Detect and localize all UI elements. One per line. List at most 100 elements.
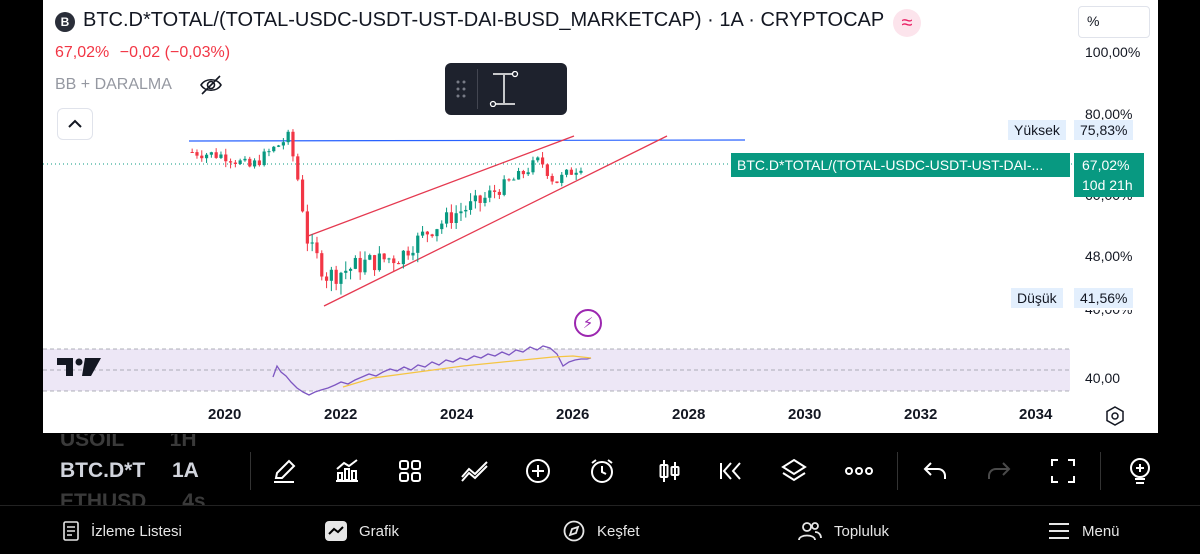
compass-icon [563,520,585,542]
layers-icon [781,458,807,482]
interval-button[interactable]: 1A [172,459,199,482]
candle-body [444,212,449,224]
grid-icon [399,460,421,482]
channel-upper-line [307,135,575,237]
bottom-nav-divider [0,505,1200,506]
candle-body [315,242,319,254]
layers-button[interactable] [777,454,811,488]
year-2020: 2020 [208,406,242,423]
scale-label-48: 48,00% [1085,248,1133,264]
candle-body [564,169,569,175]
candle-body [507,179,511,181]
chart-panel[interactable]: B BTC.D*TOTAL/(TOTAL-USDC-USDT-UST-DAI-B… [43,0,1158,433]
candle-body [372,255,377,271]
candle-body [286,131,290,143]
candle-body [545,164,549,176]
chart-settings-icon[interactable] [1104,405,1126,427]
year-2022: 2022 [324,406,358,423]
nav-watchlist[interactable]: İzleme Listesi [63,518,182,544]
candle-body [540,157,545,165]
watch-bg-symbol-1-name: USOIL [60,428,124,451]
current-price-tag: 67,02% 10d 21h [1074,153,1144,197]
alert-button[interactable] [585,454,619,488]
drag-handle-icon[interactable] [455,79,467,99]
candle-body [344,270,348,273]
wave-icon[interactable]: ≈ [893,9,921,37]
candle-body [488,190,492,198]
nav-chart[interactable]: Grafik [325,518,399,544]
price-chart-canvas[interactable] [43,0,1158,433]
year-2026: 2026 [556,406,590,423]
replay-button[interactable] [714,454,748,488]
nav-explore[interactable]: Keşfet [563,518,640,544]
compare-button[interactable] [458,454,492,488]
year-2032: 2032 [904,406,938,423]
candle-body [406,250,410,256]
chevron-up-icon [68,119,82,128]
nav-community-label: Topluluk [834,522,890,540]
nav-explore-label: Keşfet [597,522,640,540]
nav-menu-label: Menü [1082,522,1120,540]
chart-type-button[interactable] [652,454,686,488]
candle-body [339,272,343,284]
year-2030: 2030 [788,406,822,423]
percent-scale-button[interactable]: % [1078,6,1150,38]
more-button[interactable] [842,454,876,488]
candle-body [200,155,204,159]
candle-body [329,269,333,281]
date-price-range-icon[interactable] [487,71,521,107]
year-2028: 2028 [672,406,706,423]
candle-body [396,263,401,265]
candle-body [526,172,530,175]
nav-community[interactable]: Topluluk [798,518,889,544]
candle-body [468,201,473,210]
templates-button[interactable] [393,454,427,488]
candle-body [368,255,372,260]
year-2034: 2034 [1019,406,1053,423]
chart-bars-icon [336,459,358,482]
indicator-label[interactable]: BB + DARALMA [55,76,172,93]
add-button[interactable] [521,454,555,488]
hamburger-icon [1049,523,1069,539]
candle-body [492,190,497,192]
candle-body [204,154,209,159]
candle-body [248,158,252,167]
current-symbol[interactable]: BTC.D*T [60,459,145,483]
candle-body [334,269,338,284]
chart-title[interactable]: BTC.D*TOTAL/(TOTAL-USDC-USDT-UST-DAI-BUS… [83,9,885,31]
ideas-button[interactable] [1123,454,1157,488]
undo-button[interactable] [918,454,952,488]
candle-body [550,175,554,182]
candle-body [464,209,468,212]
tradingview-logo [57,358,101,376]
rsi-line [272,345,592,396]
collapse-button[interactable] [57,108,93,140]
candle-body [209,152,213,155]
draw-tool-button[interactable] [267,454,301,488]
nav-menu[interactable]: Menü [1048,518,1120,544]
pencil-icon [274,459,296,483]
candle-body [228,161,233,163]
indicators-button[interactable] [330,454,364,488]
watch-bg-symbol-1: USOIL 1H [60,428,197,452]
current-price-value: 67,02% [1082,157,1130,173]
candle-body [387,258,391,260]
eye-hidden-icon[interactable] [198,72,224,98]
drawing-tool-popup[interactable] [445,63,567,115]
candle-body [440,223,444,230]
candle-body [252,160,257,167]
candle-body [555,181,559,183]
watch-bg-symbol-2: ETHUSD 4s [60,490,206,506]
lightning-icon[interactable]: ⚡ [574,309,602,337]
symbol-logo: B [55,12,75,32]
high-value: 75,83% [1074,120,1134,140]
fullscreen-button[interactable] [1046,454,1080,488]
redo-button[interactable] [982,454,1016,488]
candle-body [416,235,420,253]
candle-body [512,179,516,181]
scale-label-100: 100,00% [1085,44,1141,60]
resistance-line [188,139,746,142]
candle-body [190,152,194,153]
candle-body [300,179,305,212]
people-icon [798,522,822,541]
